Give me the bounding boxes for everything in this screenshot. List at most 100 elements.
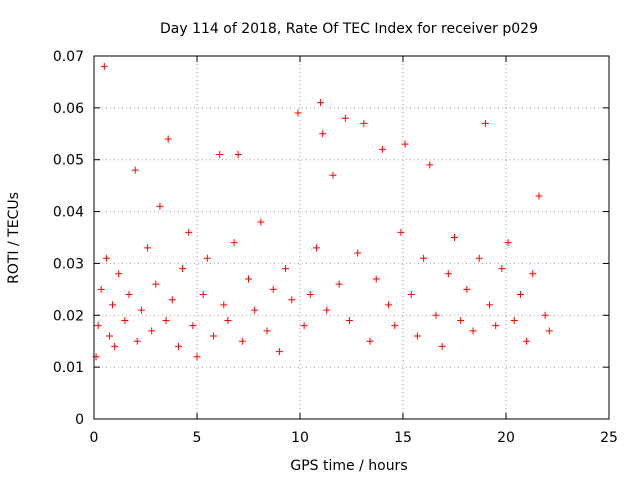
data-point bbox=[125, 291, 133, 299]
y-tick-label: 0.06 bbox=[53, 101, 84, 117]
data-point bbox=[133, 337, 141, 345]
data-point bbox=[131, 166, 139, 174]
x-tick-label: 20 bbox=[497, 430, 515, 446]
data-point bbox=[475, 254, 483, 262]
y-tick-label: 0.07 bbox=[53, 49, 84, 65]
data-point bbox=[152, 280, 160, 288]
data-point bbox=[354, 249, 362, 257]
data-point bbox=[263, 327, 271, 335]
data-point bbox=[109, 301, 117, 309]
data-point bbox=[148, 327, 156, 335]
data-point bbox=[401, 140, 409, 148]
axis-ticks: 0 5 10 15 20 25 0 0.01 0.02 0.03 0.04 0.05 0.06 0.07 bbox=[53, 49, 618, 446]
data-point bbox=[300, 322, 308, 330]
data-point bbox=[199, 291, 207, 299]
x-tick-label: 0 bbox=[90, 430, 99, 446]
data-point bbox=[156, 202, 164, 210]
data-point bbox=[245, 275, 252, 283]
data-point bbox=[366, 337, 374, 345]
data-point bbox=[203, 254, 211, 262]
y-tick-label: 0.03 bbox=[53, 256, 84, 272]
data-point bbox=[529, 270, 537, 278]
data-point bbox=[164, 135, 172, 143]
data-point bbox=[168, 296, 176, 304]
data-point bbox=[504, 239, 512, 247]
data-point bbox=[294, 109, 302, 117]
data-point bbox=[102, 254, 110, 262]
data-point bbox=[282, 265, 290, 273]
x-tick-label: 10 bbox=[291, 430, 309, 446]
data-point bbox=[341, 114, 349, 122]
data-point bbox=[432, 311, 440, 319]
data-point bbox=[174, 342, 182, 350]
data-point bbox=[457, 316, 465, 324]
data-point bbox=[486, 301, 494, 309]
data-point bbox=[420, 254, 428, 262]
data-point bbox=[317, 99, 325, 107]
y-axis-label: ROTI / TECUs bbox=[6, 192, 22, 284]
data-point bbox=[360, 119, 368, 127]
data-point bbox=[481, 119, 489, 127]
data-point bbox=[179, 265, 187, 273]
data-point bbox=[372, 275, 380, 283]
data-point bbox=[378, 145, 386, 153]
data-point bbox=[251, 306, 259, 314]
grid bbox=[94, 56, 609, 419]
data-point bbox=[345, 316, 353, 324]
data-point bbox=[111, 342, 119, 350]
data-point bbox=[523, 337, 531, 345]
data-point bbox=[209, 332, 217, 340]
plot-frame bbox=[93, 55, 610, 420]
data-point bbox=[105, 332, 113, 340]
data-point bbox=[469, 327, 477, 335]
data-point bbox=[329, 171, 337, 179]
data-point bbox=[121, 316, 129, 324]
data-point bbox=[288, 296, 296, 304]
data-point bbox=[451, 234, 458, 241]
data-point bbox=[492, 322, 500, 330]
data-point bbox=[541, 311, 549, 319]
data-point bbox=[385, 301, 393, 309]
data-point bbox=[97, 285, 105, 293]
data-point bbox=[257, 218, 265, 226]
data-point bbox=[216, 151, 224, 159]
data-point bbox=[397, 228, 405, 236]
data-point bbox=[463, 285, 471, 293]
data-point bbox=[438, 342, 446, 350]
y-tick-label: 0 bbox=[75, 412, 84, 428]
y-tick-label: 0.02 bbox=[53, 308, 84, 324]
data-point bbox=[413, 332, 421, 340]
data-point bbox=[498, 265, 506, 273]
y-tick-label: 0.04 bbox=[53, 205, 84, 221]
y-tick-label: 0.05 bbox=[53, 153, 84, 169]
data-point bbox=[94, 322, 102, 330]
data-point bbox=[189, 322, 197, 330]
data-point bbox=[238, 337, 246, 345]
data-points bbox=[92, 62, 553, 361]
data-point bbox=[100, 62, 108, 70]
data-point bbox=[516, 291, 524, 299]
data-point bbox=[535, 192, 543, 200]
data-point bbox=[275, 348, 283, 356]
data-point bbox=[144, 244, 152, 252]
data-point bbox=[137, 306, 145, 314]
data-point bbox=[193, 353, 201, 361]
data-point bbox=[162, 316, 170, 324]
data-point bbox=[269, 285, 277, 293]
data-point bbox=[545, 327, 553, 335]
data-point bbox=[323, 306, 331, 314]
data-point bbox=[220, 301, 228, 309]
x-tick-label: 15 bbox=[394, 430, 412, 446]
data-point bbox=[510, 316, 518, 324]
chart-title: Day 114 of 2018, Rate Of TEC Index for r… bbox=[160, 21, 538, 37]
data-point bbox=[230, 239, 238, 247]
data-point bbox=[319, 130, 327, 138]
data-point bbox=[234, 151, 242, 159]
data-point bbox=[185, 228, 193, 236]
data-point bbox=[306, 291, 314, 299]
x-axis-label: GPS time / hours bbox=[290, 458, 407, 474]
data-point bbox=[407, 291, 415, 299]
data-point bbox=[335, 280, 343, 288]
data-point bbox=[444, 270, 452, 278]
